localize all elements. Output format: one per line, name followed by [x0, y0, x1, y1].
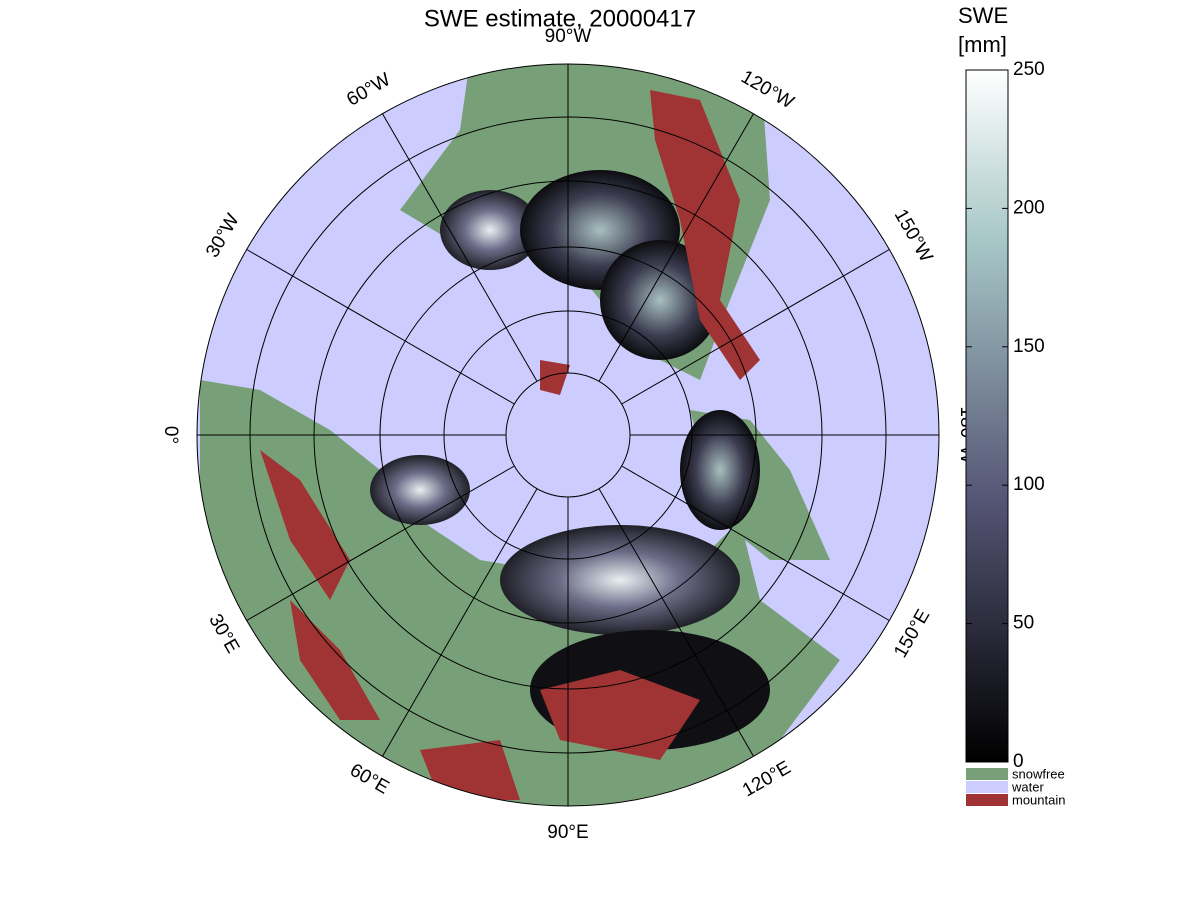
longitude-label: 150°E	[890, 606, 934, 662]
map-title: SWE estimate, 20000417	[424, 5, 696, 32]
longitude-label: 90°E	[547, 822, 588, 843]
colorbar-axis: SWE [mm] 0 50 100 150 200 250 snowfreewatermount…	[958, 3, 1065, 808]
meridian	[598, 113, 754, 382]
meridian	[382, 488, 538, 757]
colorbar-tick-label: 150	[1013, 336, 1045, 357]
colorbar-title: [mm]	[958, 32, 1007, 57]
legend-swatch	[966, 781, 1008, 793]
meridian	[246, 465, 515, 621]
colorbar-tick-label: 100	[1013, 474, 1045, 495]
longitude-label: 120°W	[737, 67, 797, 114]
colorbar-tick-label: 50	[1013, 613, 1034, 634]
meridian	[246, 249, 515, 405]
longitude-label: 60°E	[346, 760, 392, 799]
meridian	[382, 113, 538, 382]
colorbar-title: SWE	[958, 3, 1008, 28]
legend-label: snowfree	[1012, 766, 1065, 781]
legend-label: mountain	[1012, 792, 1065, 807]
longitude-label: 0°	[160, 426, 181, 444]
meridian	[621, 465, 890, 621]
legend-label: water	[1011, 779, 1044, 794]
colorbar-tick-label: 250	[1013, 59, 1045, 80]
longitude-label: 150°W	[890, 206, 937, 266]
longitude-label: 60°W	[343, 69, 394, 111]
meridian	[598, 488, 754, 757]
longitude-label: 30°W	[202, 210, 244, 261]
longitude-label: 30°E	[204, 611, 243, 657]
meridian	[621, 249, 890, 405]
legend-swatch	[966, 794, 1008, 806]
longitude-label: 90°W	[545, 26, 592, 47]
colorbar-tick-label: 200	[1013, 197, 1045, 218]
map-disk	[197, 64, 939, 806]
legend-swatch	[966, 768, 1008, 780]
colorbar	[965, 69, 1009, 763]
graticule	[196, 63, 940, 807]
colorbar-tick-label: 0	[1013, 751, 1024, 772]
longitude-label: 120°E	[739, 757, 795, 801]
